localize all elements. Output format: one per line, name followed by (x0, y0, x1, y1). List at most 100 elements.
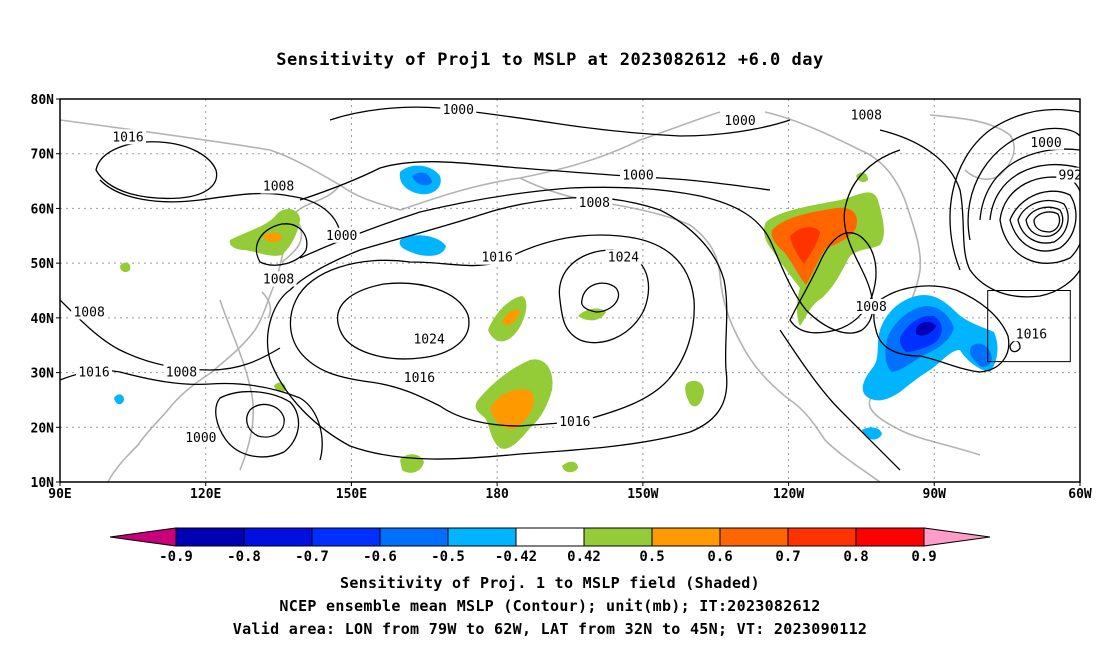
contour-1024-west (337, 282, 470, 360)
blob-atlantic-core (916, 321, 936, 336)
colorbar-label: 0.5 (639, 549, 664, 565)
contour-1016-outer (266, 196, 728, 460)
contour-label-bg (71, 304, 108, 320)
contour-label-bg (182, 430, 219, 446)
lat-tick-label: 70N (31, 148, 55, 163)
colorbar-label: 0.7 (775, 549, 800, 565)
lat-tick-label: 50N (31, 257, 55, 272)
blob-small-7 (120, 262, 131, 273)
blob-kamchatka-core (412, 172, 432, 186)
contour-label-bg (110, 129, 146, 145)
contour-label-bg (853, 298, 890, 314)
contour-1024-east (558, 249, 650, 344)
colorbar-label: 0.6 (707, 549, 732, 565)
contour-label: 1016 (112, 130, 143, 145)
lon-tick-label: 60W (1068, 487, 1092, 502)
contour-label-bg (76, 364, 112, 380)
blob-north-america-red (790, 227, 820, 264)
contour-label: 1016 (1016, 327, 1047, 342)
greenland (929, 114, 1015, 180)
contour-label-bg (1028, 134, 1064, 150)
colorbar-segment (243, 527, 313, 547)
colorbar-segment (651, 527, 721, 547)
contour-label: 1008 (855, 300, 886, 315)
contour-label: 1000 (622, 169, 653, 184)
footer-valid-area: Valid area: LON from 79W to 62W, LAT fro… (232, 620, 868, 638)
contour-label-bg (260, 271, 297, 287)
colorbar-label: -0.6 (363, 549, 397, 565)
lon-tick-label: 150W (627, 487, 658, 502)
contour-label-bg (848, 107, 885, 123)
contour-label: 1024 (413, 333, 444, 348)
contour-label-bg (620, 167, 656, 183)
contour-label: 1000 (724, 114, 755, 129)
contour-low-6 (989, 163, 1080, 221)
contour-1008-asia (99, 179, 341, 233)
contour-low-2 (1017, 199, 1069, 244)
colorbar-segment (447, 527, 517, 547)
blob-central-north-core (502, 309, 520, 326)
contour-1008-south-2 (215, 390, 300, 458)
contour-label: 1016 (404, 371, 435, 386)
footer-contour-description: NCEP ensemble mean MSLP (Contour); unit(… (279, 597, 821, 615)
plot-frame (59, 98, 1081, 483)
contour-low-3 (1025, 206, 1064, 238)
blob-small-6 (114, 394, 124, 405)
contour-labels: 1016 1008 1000 1008 1000 1000 1008 1000 1008 1016… (71, 101, 1080, 446)
contour-label-bg (479, 249, 516, 265)
contour-low-8 (967, 127, 1080, 241)
contour-label: 1024 (608, 251, 639, 266)
contour-1000-mid (299, 161, 771, 201)
contour-label-bg (722, 112, 758, 128)
colorbar-label: 0.42 (567, 549, 601, 565)
colorbar-segment (175, 527, 245, 547)
contour-east-tiny (1009, 340, 1021, 353)
colorbar-low-triangle (109, 527, 177, 547)
colorbar-segment (515, 527, 585, 547)
contour-low-4 (1033, 211, 1061, 233)
colorbar-label: -0.9 (159, 549, 193, 565)
footer-shading-description: Sensitivity of Proj. 1 to MSLP field (Sh… (340, 574, 760, 592)
contour-label-bg (401, 370, 438, 386)
contour-1016-asia (95, 141, 218, 200)
contour-label-bg (605, 249, 642, 265)
colorbar-label: -0.5 (431, 549, 465, 565)
colorbar-high-triangle (923, 527, 991, 547)
contour-1000-arctic (329, 106, 791, 137)
contour-label-bg (1056, 167, 1080, 183)
contour-label: 1008 (263, 180, 294, 195)
colorbar-segment (787, 527, 857, 547)
contour-1024-inner (580, 282, 620, 313)
lat-tick-label: 60N (31, 202, 55, 217)
blob-caribbean (862, 427, 882, 440)
sensitivity-shading (114, 165, 998, 473)
contour-low-1 (1009, 190, 1077, 252)
contour-label: 1008 (263, 273, 294, 288)
contour-label-bg (440, 101, 477, 117)
blob-west-pacific-core (262, 232, 282, 243)
contour-label-bg (411, 331, 448, 347)
lat-tick-label: 40N (31, 312, 55, 327)
contour-1008-north (299, 149, 901, 334)
contour-label: 1008 (73, 305, 104, 320)
contour-label-bg (260, 178, 297, 194)
contour-label: 1000 (185, 431, 216, 446)
lat-tick-label: 30N (31, 367, 55, 382)
coastlines (60, 111, 1015, 482)
colorbar-segment (855, 527, 925, 547)
colorbar-segment (311, 527, 381, 547)
lon-tick-label: 120W (773, 487, 804, 502)
contour-label: 1008 (851, 108, 882, 123)
contour-1000-north-atlantic (879, 129, 1080, 298)
blob-small-1 (578, 308, 606, 321)
blob-atlantic-east (969, 343, 992, 367)
blob-small-4 (562, 461, 578, 473)
lat-tick-label: 80N (31, 93, 55, 108)
contour-1016-atlantic (873, 285, 1010, 373)
colorbar-label: -0.8 (227, 549, 261, 565)
contour-label: 1008 (166, 366, 197, 381)
colorbar-segment (379, 527, 449, 547)
lon-tick-label: 120E (190, 487, 221, 502)
contour-1008-america (789, 232, 877, 334)
contour-label: 1000 (326, 229, 357, 244)
